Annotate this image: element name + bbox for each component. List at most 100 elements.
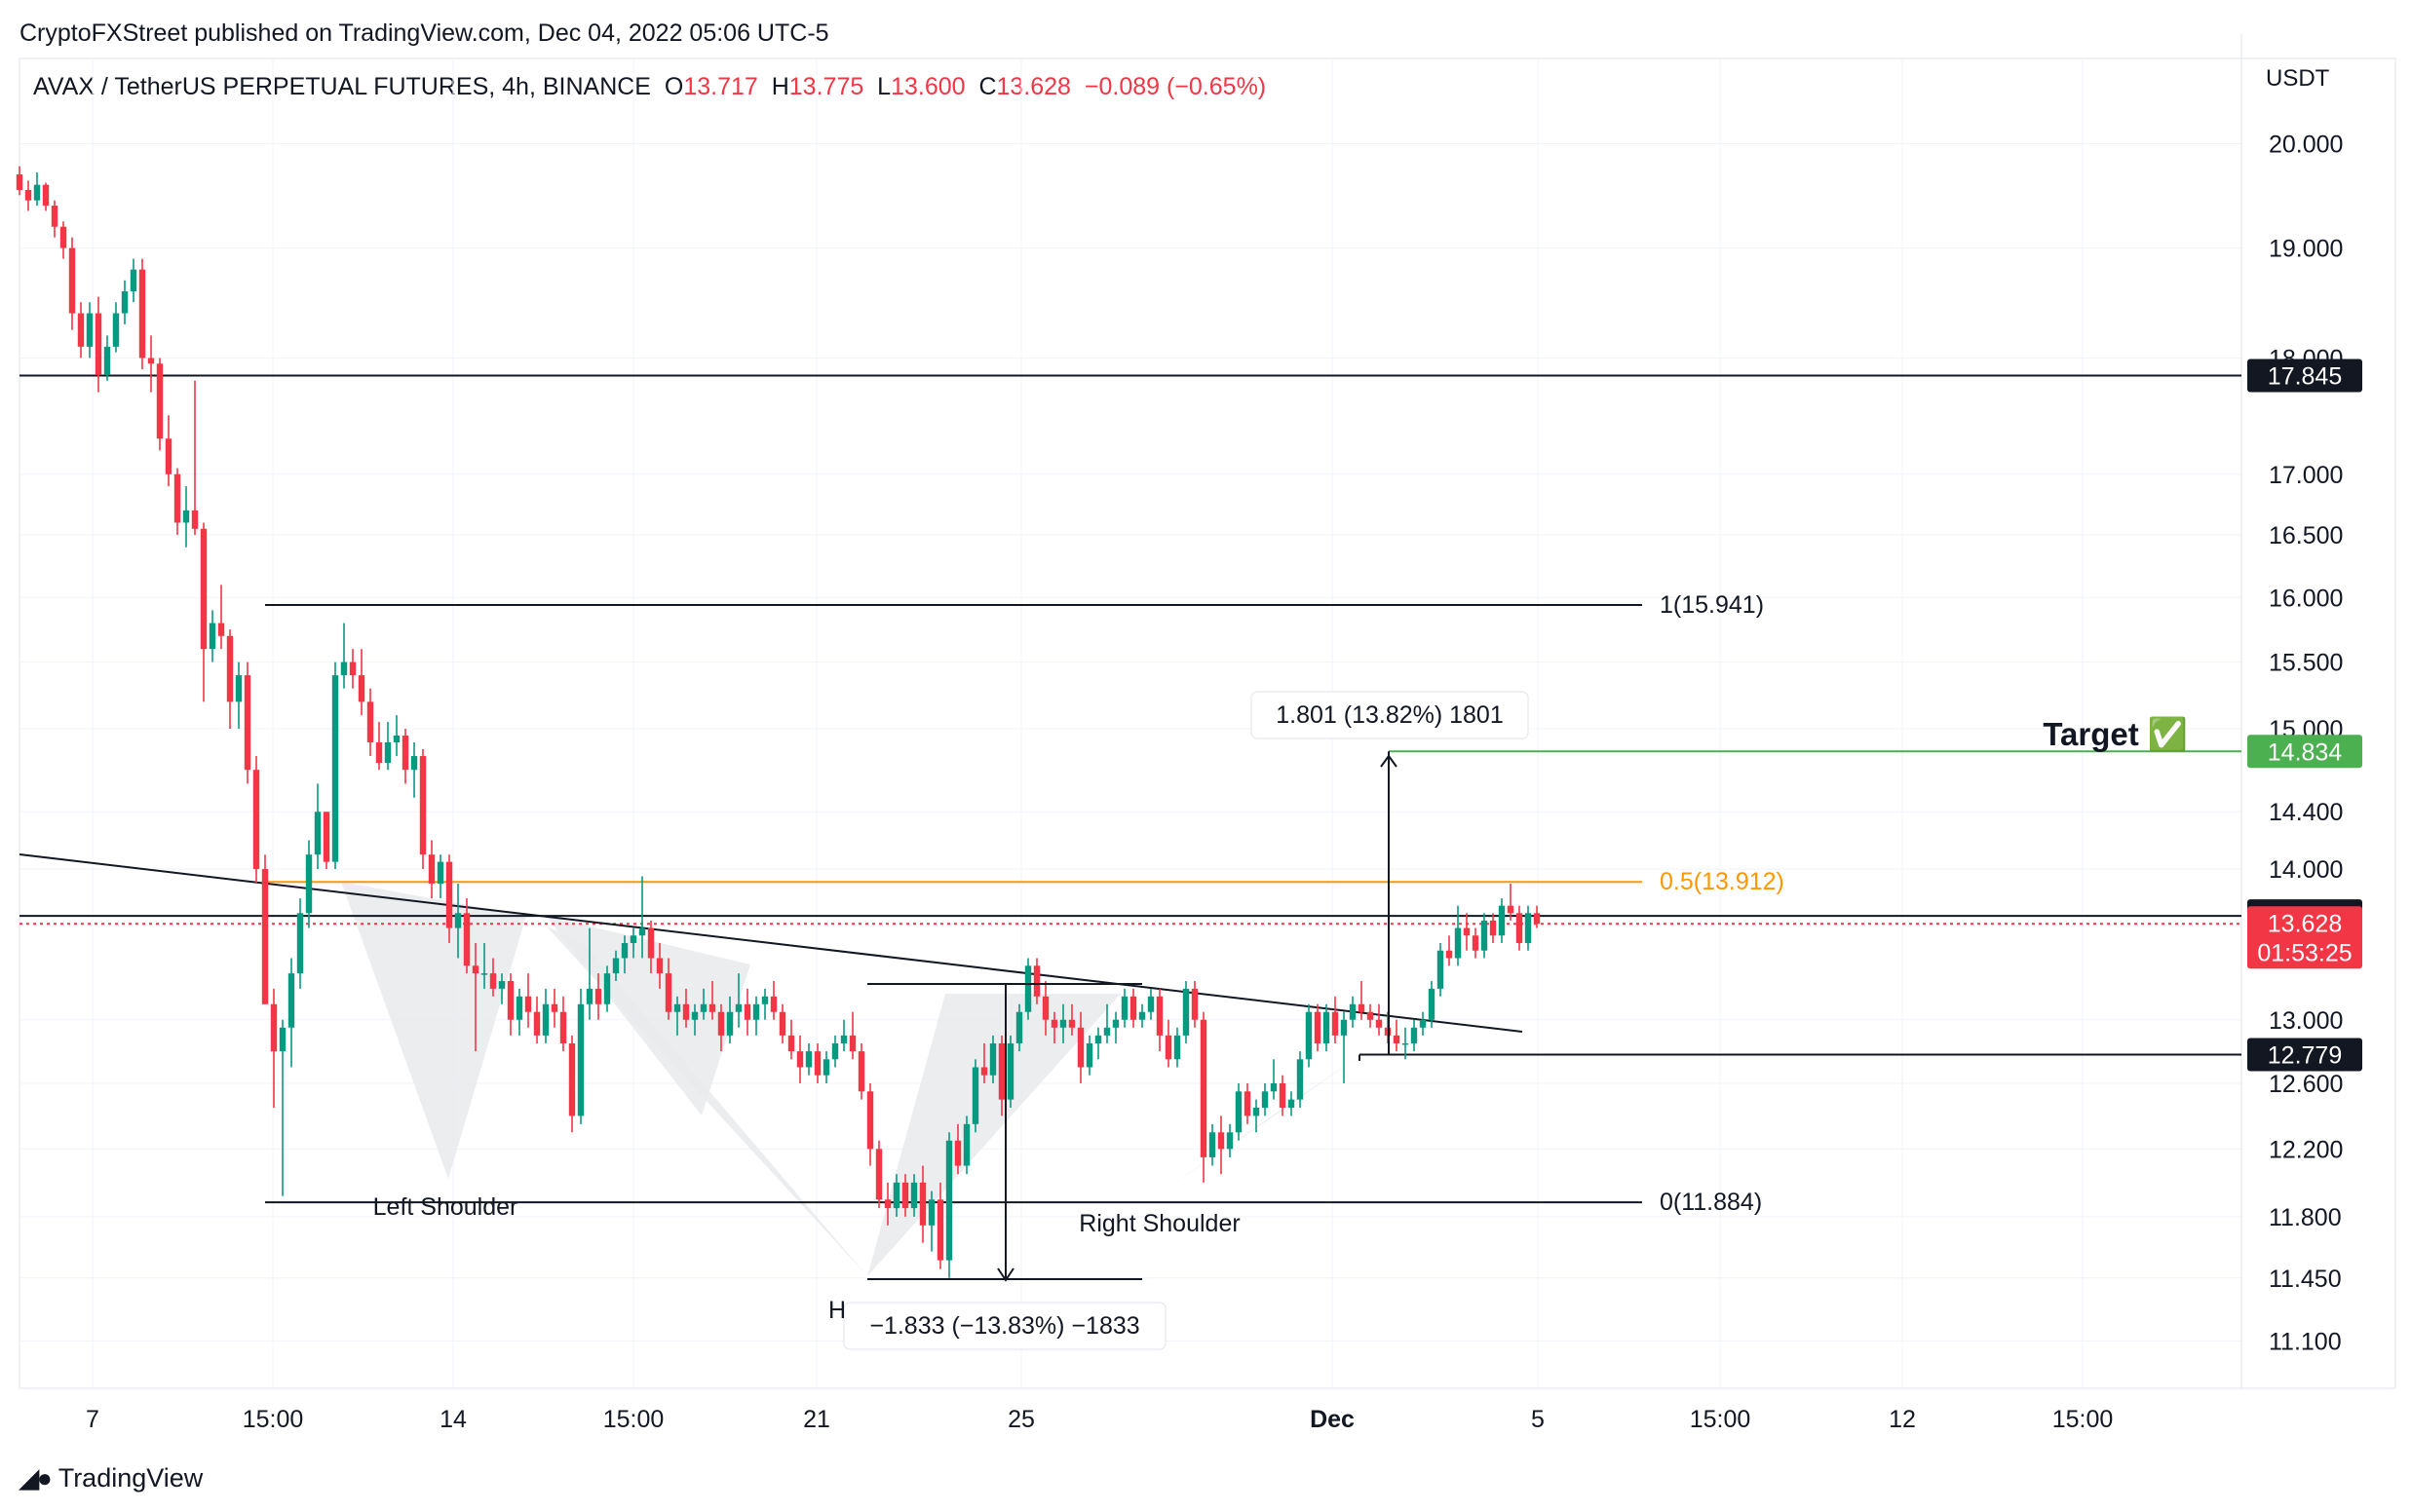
candle-down xyxy=(402,736,409,771)
candle-up xyxy=(1138,1011,1146,1020)
candle-down xyxy=(42,184,50,207)
candle-down xyxy=(524,996,532,1012)
candle-down xyxy=(445,861,453,928)
candle-down xyxy=(533,1011,541,1036)
candle-down xyxy=(244,675,251,771)
low-value: 13.600 xyxy=(891,73,966,100)
candle-up xyxy=(121,290,129,314)
candle-up xyxy=(1428,988,1435,1020)
candle-up xyxy=(603,973,611,1004)
candle-down xyxy=(1244,1091,1251,1116)
candle-up xyxy=(691,1011,699,1020)
candle-up xyxy=(963,1123,971,1166)
candle-down xyxy=(656,958,664,974)
candle-up xyxy=(1410,1027,1418,1043)
candle-up xyxy=(823,1059,830,1076)
candle-up xyxy=(805,1051,813,1068)
candle-down xyxy=(858,1051,865,1092)
candle-down xyxy=(770,996,778,1012)
candle-up xyxy=(673,1003,681,1012)
candle-down xyxy=(375,741,383,764)
y-tick-label: 14.400 xyxy=(2269,799,2343,826)
candle-up xyxy=(840,1035,848,1043)
candle-down xyxy=(1217,1132,1225,1150)
x-tick-label: 15:00 xyxy=(2052,1406,2114,1433)
countdown-label: 01:53:25 xyxy=(2257,939,2352,966)
candle-down xyxy=(796,1051,804,1068)
y-tick-label: 15.500 xyxy=(2269,650,2343,677)
candle-down xyxy=(901,1182,909,1209)
footer-brand[interactable]: ◢● TradingView xyxy=(19,1463,203,1493)
candle-up xyxy=(542,1003,550,1036)
right-shoulder-label: Right Shoulder xyxy=(1079,1210,1240,1237)
y-tick-label: 11.450 xyxy=(2269,1266,2342,1293)
candle-down xyxy=(884,1199,892,1209)
x-tick-label: 15:00 xyxy=(1690,1406,1751,1433)
candle-down xyxy=(68,247,76,314)
candle-down xyxy=(191,510,199,529)
candle-down xyxy=(559,1011,567,1043)
candle-down xyxy=(866,1091,874,1150)
candle-down xyxy=(1366,1011,1374,1020)
candle-down xyxy=(779,1011,786,1036)
y-tick-label: 13.000 xyxy=(2269,1007,2343,1035)
y-tick-label: 16.000 xyxy=(2269,585,2343,612)
candle-up xyxy=(314,812,322,855)
candle-down xyxy=(1068,1019,1076,1028)
candle-up xyxy=(1252,1107,1260,1116)
candle-down xyxy=(1393,1035,1400,1043)
arrow-head-up-icon xyxy=(1380,754,1397,768)
candle-up xyxy=(831,1042,839,1060)
candle-down xyxy=(937,1199,944,1261)
candle-up xyxy=(33,184,41,201)
fib-0-label: 0(11.884) xyxy=(1660,1189,1762,1216)
candle-down xyxy=(349,662,357,676)
candle-down xyxy=(252,770,260,870)
candle-down xyxy=(217,623,225,636)
candle-up xyxy=(130,269,137,291)
candle-down xyxy=(1445,950,1453,959)
fib-1-label: 1(15.941) xyxy=(1660,591,1764,619)
candle-up xyxy=(1296,1059,1304,1100)
candle-up xyxy=(910,1182,918,1209)
candle-up xyxy=(1059,1019,1067,1028)
candle-down xyxy=(51,206,58,227)
price-tag-label: 12.779 xyxy=(2268,1042,2342,1070)
measure-up-box xyxy=(1250,691,1529,739)
candle-down xyxy=(919,1182,927,1226)
candle-up xyxy=(1112,1019,1120,1028)
candle-up xyxy=(1340,1019,1348,1036)
candle-down xyxy=(77,313,85,347)
candle-down xyxy=(419,756,427,855)
candle-up xyxy=(1173,1035,1181,1060)
candle-down xyxy=(472,965,479,974)
candle-up xyxy=(182,510,190,523)
y-tick-label: 12.200 xyxy=(2269,1136,2343,1163)
low-label: L xyxy=(877,73,892,100)
candle-up xyxy=(480,973,488,975)
close-value: 13.628 xyxy=(996,73,1071,100)
candle-down xyxy=(156,363,164,439)
y-tick-label: 14.000 xyxy=(2269,856,2343,884)
candle-up xyxy=(1182,988,1190,1036)
candle-up xyxy=(1086,1042,1093,1068)
candle-up xyxy=(296,913,304,974)
candle-up xyxy=(586,988,593,1004)
candle-up xyxy=(1261,1091,1269,1108)
arrow-head-down-icon xyxy=(997,1267,1014,1282)
candle-up xyxy=(726,1011,734,1036)
candle-up xyxy=(86,313,94,347)
head-label: H xyxy=(828,1297,846,1324)
candle-up xyxy=(235,675,243,702)
x-tick-label: 21 xyxy=(803,1406,830,1433)
open-label: O xyxy=(664,73,684,100)
candle-up xyxy=(340,662,348,676)
candle-down xyxy=(366,701,374,742)
candle-up xyxy=(1349,1003,1357,1020)
candle-up xyxy=(928,1199,936,1226)
price-tag-bg xyxy=(2247,1038,2362,1072)
candle-down xyxy=(428,854,436,885)
symbol-name[interactable]: AVAX / TetherUS PERPETUAL FUTURES, 4h, B… xyxy=(33,73,651,100)
candle-down xyxy=(568,1042,576,1116)
